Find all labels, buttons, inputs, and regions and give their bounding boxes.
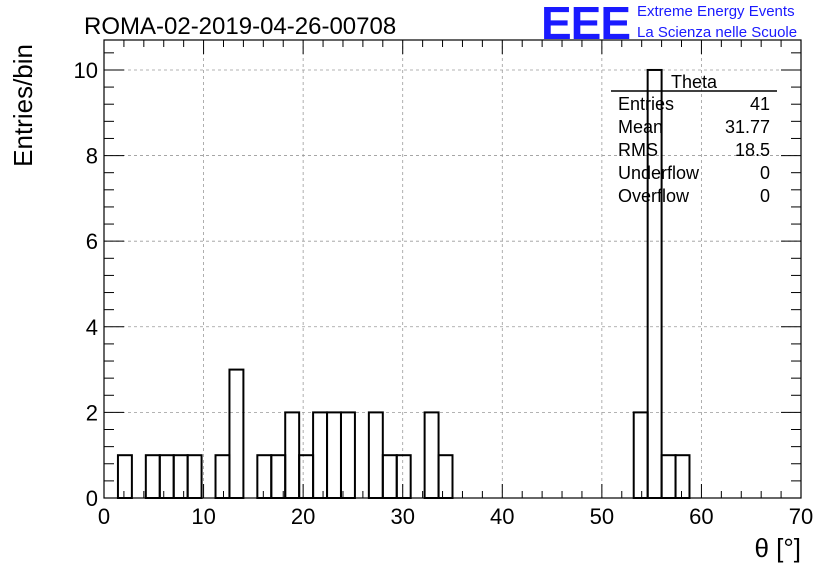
histogram-bin (632, 411, 649, 499)
histogram-bin (395, 454, 412, 499)
histogram-bin (367, 411, 384, 499)
x-tick-label: 60 (689, 504, 713, 529)
histogram-bin (144, 454, 161, 499)
x-tick-label: 40 (490, 504, 514, 529)
stats-title: Theta (671, 72, 718, 92)
stats-label: Underflow (618, 163, 700, 183)
histogram-bin (381, 454, 398, 499)
eee-logo: EEE Extreme Energy Events La Scienza nel… (541, 0, 831, 49)
y-tick-label: 10 (74, 58, 98, 83)
x-tick-label: 0 (98, 504, 110, 529)
eee-logo-line1: Extreme Energy Events (637, 3, 795, 20)
histogram-bin (674, 454, 691, 499)
stats-value: 0 (760, 163, 770, 183)
stats-label: Entries (618, 94, 674, 114)
eee-logo-line2: La Scienza nelle Scuole (637, 24, 798, 41)
y-tick-label: 2 (86, 400, 98, 425)
histogram-bin (256, 454, 273, 499)
x-tick-label: 30 (390, 504, 414, 529)
x-tick-label: 50 (590, 504, 614, 529)
chart-title: ROMA-02-2019-04-26-00708 (84, 13, 396, 40)
stats-value: 18.5 (735, 140, 770, 160)
stats-value: 31.77 (725, 117, 770, 137)
histogram-bin (172, 454, 189, 499)
x-tick-label: 10 (191, 504, 215, 529)
histogram-bin (284, 411, 301, 499)
stats-label: Overflow (618, 186, 690, 206)
stats-label: Mean (618, 117, 663, 137)
histogram-bin (214, 454, 231, 499)
histogram-outline (116, 68, 691, 499)
histogram-bin (326, 411, 342, 499)
histogram-bin (423, 411, 440, 499)
x-tick-label: 20 (291, 504, 315, 529)
y-tick-label: 8 (86, 144, 98, 169)
histogram-bin (186, 454, 203, 499)
tick-labels: 0 10 20 30 40 50 60 70 0 2 4 6 8 10 (74, 58, 814, 529)
histogram-bin (660, 454, 677, 499)
x-tick-label: 70 (789, 504, 813, 529)
grid-lines (104, 40, 801, 498)
stats-value: 41 (750, 94, 770, 114)
x-axis-label: θ [°] (754, 533, 801, 563)
y-tick-label: 4 (86, 315, 98, 340)
y-axis-label: Entries/bin (8, 44, 38, 167)
eee-logo-mark: EEE (541, 0, 631, 49)
histogram-bin (298, 454, 315, 499)
histogram-bin (116, 454, 133, 499)
y-tick-label: 0 (86, 486, 98, 511)
y-tick-label: 6 (86, 229, 98, 254)
stats-value: 0 (760, 186, 770, 206)
histogram-bin (312, 411, 329, 499)
histogram-bin (437, 454, 454, 499)
plot-frame (103, 39, 802, 499)
histogram-bin (228, 368, 245, 499)
axis-ticks (103, 40, 802, 499)
histogram-bin (339, 411, 356, 499)
stats-label: RMS (618, 140, 658, 160)
histogram-bin (158, 454, 175, 499)
